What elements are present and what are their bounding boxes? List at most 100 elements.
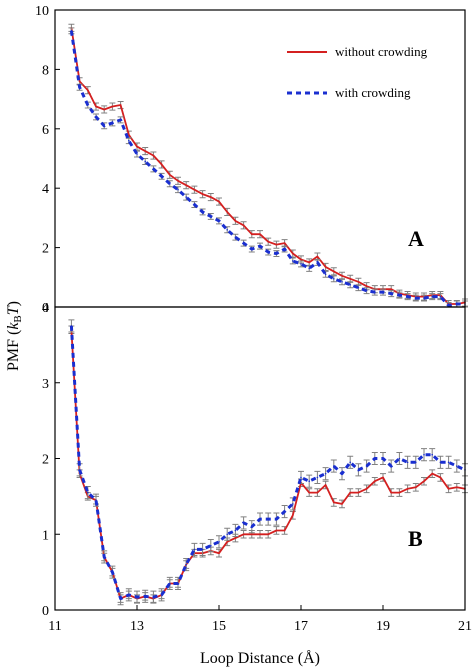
data-point-with-crowding bbox=[193, 203, 196, 206]
data-point-without-crowding bbox=[324, 484, 327, 486]
data-point-without-crowding bbox=[423, 480, 425, 483]
data-point-with-crowding bbox=[144, 160, 146, 163]
data-point-with-crowding bbox=[267, 251, 270, 253]
data-point-without-crowding bbox=[357, 491, 360, 494]
data-point-without-crowding bbox=[226, 211, 228, 213]
data-point-without-crowding bbox=[242, 533, 245, 536]
data-point-with-crowding bbox=[456, 465, 458, 467]
data-point-with-crowding bbox=[374, 457, 376, 460]
y-tick-label: 2 bbox=[42, 453, 49, 468]
data-point-without-crowding bbox=[185, 184, 187, 187]
data-point-with-crowding bbox=[70, 29, 73, 32]
panel-b-y-ticks: 0 1 2 3 4 bbox=[42, 301, 60, 619]
data-point-without-crowding bbox=[292, 252, 294, 255]
data-point-without-crowding bbox=[78, 80, 81, 83]
data-point-with-crowding bbox=[226, 533, 228, 536]
data-point-with-crowding bbox=[398, 457, 401, 460]
data-point-with-crowding bbox=[415, 297, 417, 299]
data-point-without-crowding bbox=[103, 108, 105, 111]
data-point-with-crowding bbox=[333, 465, 335, 467]
data-point-without-crowding bbox=[365, 285, 368, 288]
data-point-with-crowding bbox=[316, 476, 319, 479]
data-point-with-crowding bbox=[365, 289, 368, 292]
series-line-with-crowding bbox=[69, 30, 465, 307]
data-point-with-crowding bbox=[431, 453, 434, 456]
data-point-with-crowding bbox=[259, 518, 261, 520]
data-point-without-crowding bbox=[201, 193, 204, 195]
data-point-without-crowding bbox=[111, 105, 114, 108]
data-point-with-crowding bbox=[78, 86, 81, 89]
panel-a-y-ticks: 0 2 4 6 8 10 bbox=[35, 4, 60, 316]
data-point-with-crowding bbox=[259, 245, 261, 247]
data-point-without-crowding bbox=[349, 277, 352, 280]
data-point-without-crowding bbox=[152, 154, 155, 157]
data-point-with-crowding bbox=[357, 286, 360, 289]
data-point-with-crowding bbox=[218, 541, 220, 543]
y-tick-label: 0 bbox=[42, 301, 49, 316]
data-point-with-crowding bbox=[390, 292, 393, 295]
data-point-with-crowding bbox=[398, 294, 401, 296]
data-point-without-crowding bbox=[169, 174, 171, 176]
data-point-without-crowding bbox=[406, 488, 409, 490]
data-point-without-crowding bbox=[447, 488, 450, 490]
data-point-without-crowding bbox=[341, 503, 343, 505]
x-tick-label: 19 bbox=[376, 619, 390, 634]
data-point-without-crowding bbox=[242, 224, 245, 227]
data-point-without-crowding bbox=[251, 233, 253, 236]
data-point-with-crowding bbox=[87, 104, 89, 106]
data-point-with-crowding bbox=[283, 248, 286, 250]
data-point-without-crowding bbox=[390, 288, 393, 290]
legend-label-with-crowding: with crowding bbox=[335, 85, 411, 100]
data-point-with-crowding bbox=[177, 188, 179, 191]
y-tick-label: 3 bbox=[42, 377, 49, 392]
data-point-with-crowding bbox=[275, 252, 278, 255]
data-point-with-crowding bbox=[324, 273, 327, 276]
data-point-with-crowding bbox=[119, 597, 122, 600]
data-point-with-crowding bbox=[169, 582, 171, 585]
data-point-with-crowding bbox=[300, 263, 302, 265]
data-point-with-crowding bbox=[201, 211, 204, 213]
data-point-with-crowding bbox=[382, 291, 384, 293]
data-point-without-crowding bbox=[333, 270, 335, 273]
data-point-without-crowding bbox=[456, 486, 458, 489]
data-point-without-crowding bbox=[398, 491, 401, 494]
y-tick-label: 4 bbox=[42, 182, 49, 197]
data-point-with-crowding bbox=[251, 248, 253, 250]
data-point-with-crowding bbox=[136, 596, 138, 598]
panel-a: 0 2 4 6 8 10 without crowding with crowding A bbox=[35, 4, 468, 316]
data-point-without-crowding bbox=[439, 476, 442, 479]
data-point-with-crowding bbox=[267, 518, 270, 520]
data-point-with-crowding bbox=[283, 510, 286, 513]
data-point-with-crowding bbox=[292, 260, 294, 262]
data-point-without-crowding bbox=[267, 533, 270, 536]
y-tick-label: 1 bbox=[42, 528, 49, 543]
data-point-without-crowding bbox=[390, 491, 393, 494]
data-point-with-crowding bbox=[349, 461, 352, 464]
data-point-with-crowding bbox=[201, 548, 204, 551]
data-point-without-crowding bbox=[415, 486, 417, 489]
panel-a-series bbox=[68, 23, 468, 308]
data-point-with-crowding bbox=[226, 228, 228, 231]
data-point-with-crowding bbox=[333, 277, 335, 280]
series-line-with-crowding bbox=[69, 325, 466, 601]
data-point-with-crowding bbox=[103, 556, 105, 558]
series-line-without-crowding bbox=[70, 329, 466, 600]
data-point-without-crowding bbox=[341, 275, 343, 277]
data-point-with-crowding bbox=[415, 461, 417, 464]
data-point-with-crowding bbox=[447, 461, 450, 464]
x-axis-ticks: 11 13 15 17 19 21 bbox=[48, 605, 472, 634]
data-point-without-crowding bbox=[308, 261, 311, 264]
data-point-with-crowding bbox=[136, 153, 138, 155]
data-point-without-crowding bbox=[251, 533, 253, 536]
data-point-with-crowding bbox=[456, 303, 458, 305]
data-point-with-crowding bbox=[128, 139, 130, 142]
y-tick-label: 0 bbox=[42, 604, 49, 619]
data-point-without-crowding bbox=[160, 163, 163, 166]
data-point-without-crowding bbox=[95, 105, 97, 108]
y-axis-label: PMF (kBT) bbox=[5, 301, 24, 371]
data-point-with-crowding bbox=[431, 295, 434, 298]
data-point-without-crowding bbox=[283, 242, 286, 244]
data-point-with-crowding bbox=[242, 522, 245, 524]
data-point-without-crowding bbox=[177, 179, 179, 182]
data-point-with-crowding bbox=[341, 280, 343, 283]
